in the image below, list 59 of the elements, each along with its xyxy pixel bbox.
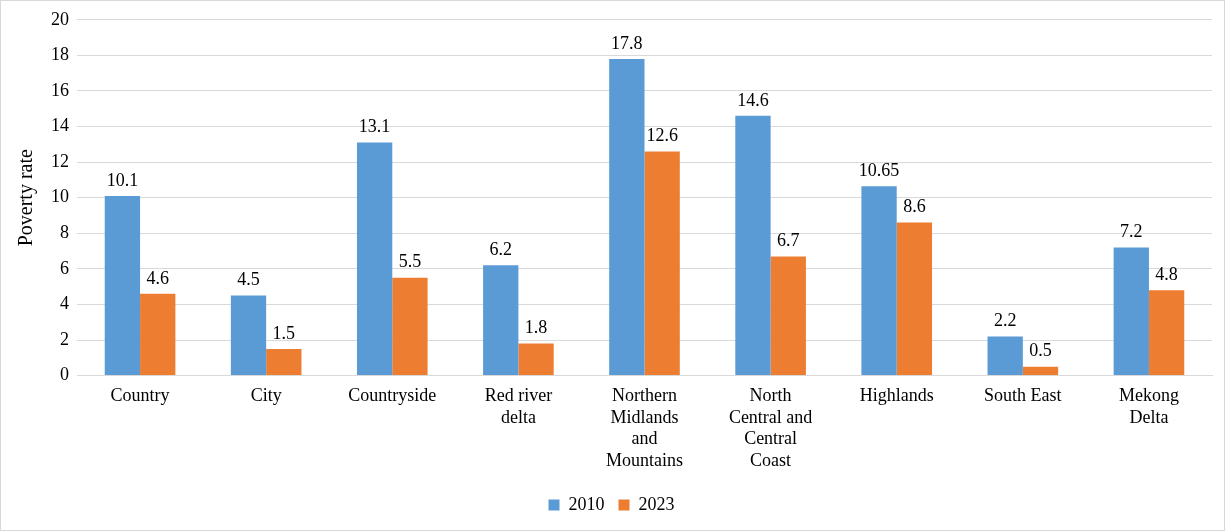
- y-tick-label: 2: [60, 328, 69, 349]
- x-tick-label: City: [250, 385, 282, 406]
- y-tick-label: 16: [51, 79, 69, 100]
- y-tick-label: 10: [51, 186, 69, 207]
- data-label: 10.1: [106, 169, 139, 190]
- bar: [1022, 366, 1059, 376]
- bar: [266, 348, 302, 376]
- x-tick-label: Countryside: [348, 385, 437, 406]
- legend-label: 2023: [638, 493, 675, 514]
- x-tick-label: North Central and Central Coast: [728, 385, 813, 470]
- data-label: 1.5: [272, 322, 296, 343]
- y-tick-label: 0: [60, 364, 69, 385]
- y-tick-label: 18: [51, 44, 69, 65]
- y-tick-label: 14: [51, 115, 69, 136]
- bar: [230, 295, 267, 376]
- x-tick-label: Mekong Delta: [1118, 385, 1179, 427]
- bar: [644, 151, 680, 376]
- bar: [140, 293, 176, 376]
- bar: [104, 195, 141, 376]
- y-tick-label: 12: [51, 150, 69, 171]
- data-label: 4.5: [237, 269, 260, 290]
- x-tick-label: Highlands: [859, 385, 934, 406]
- data-label: 7.2: [1120, 221, 1143, 242]
- data-label: 1.8: [524, 317, 548, 338]
- x-tick-label: Northern Midlands and Mountains: [605, 385, 684, 470]
- data-label: 10.65: [858, 159, 900, 180]
- bar: [356, 142, 393, 376]
- data-label: 2.2: [993, 310, 1017, 331]
- bar: [987, 336, 1023, 376]
- legend-label: 2010: [568, 493, 605, 514]
- data-label: 12.6: [646, 125, 678, 146]
- data-label: 8.6: [903, 196, 926, 217]
- x-tick-label: Country: [110, 385, 170, 406]
- data-label: 6.7: [777, 230, 800, 251]
- bar: [896, 222, 933, 376]
- y-tick-label: 20: [51, 8, 69, 29]
- data-label: 0.5: [1029, 340, 1052, 361]
- data-label: 13.1: [358, 116, 391, 137]
- bar: [609, 58, 645, 376]
- data-label: 4.8: [1155, 263, 1178, 284]
- data-label: 5.5: [398, 251, 422, 272]
- y-axis-title: Poverty rate: [14, 148, 38, 247]
- data-label: 14.6: [737, 89, 769, 110]
- bar: [483, 265, 519, 376]
- bar: [392, 277, 428, 376]
- bar: [861, 186, 897, 376]
- data-label: 17.8: [611, 32, 643, 53]
- bar: [770, 256, 806, 376]
- bar: [518, 343, 554, 376]
- data-label: 4.6: [146, 267, 169, 288]
- data-label: 6.2: [489, 239, 512, 260]
- y-tick-label: 8: [60, 222, 69, 243]
- bar: [735, 115, 771, 376]
- bar: [1148, 290, 1185, 376]
- x-tick-label: Red river delta: [484, 385, 553, 427]
- y-tick-label: 6: [60, 257, 69, 278]
- y-tick-label: 4: [60, 293, 69, 314]
- bar: [1113, 247, 1149, 376]
- x-tick-label: South East: [984, 385, 1062, 406]
